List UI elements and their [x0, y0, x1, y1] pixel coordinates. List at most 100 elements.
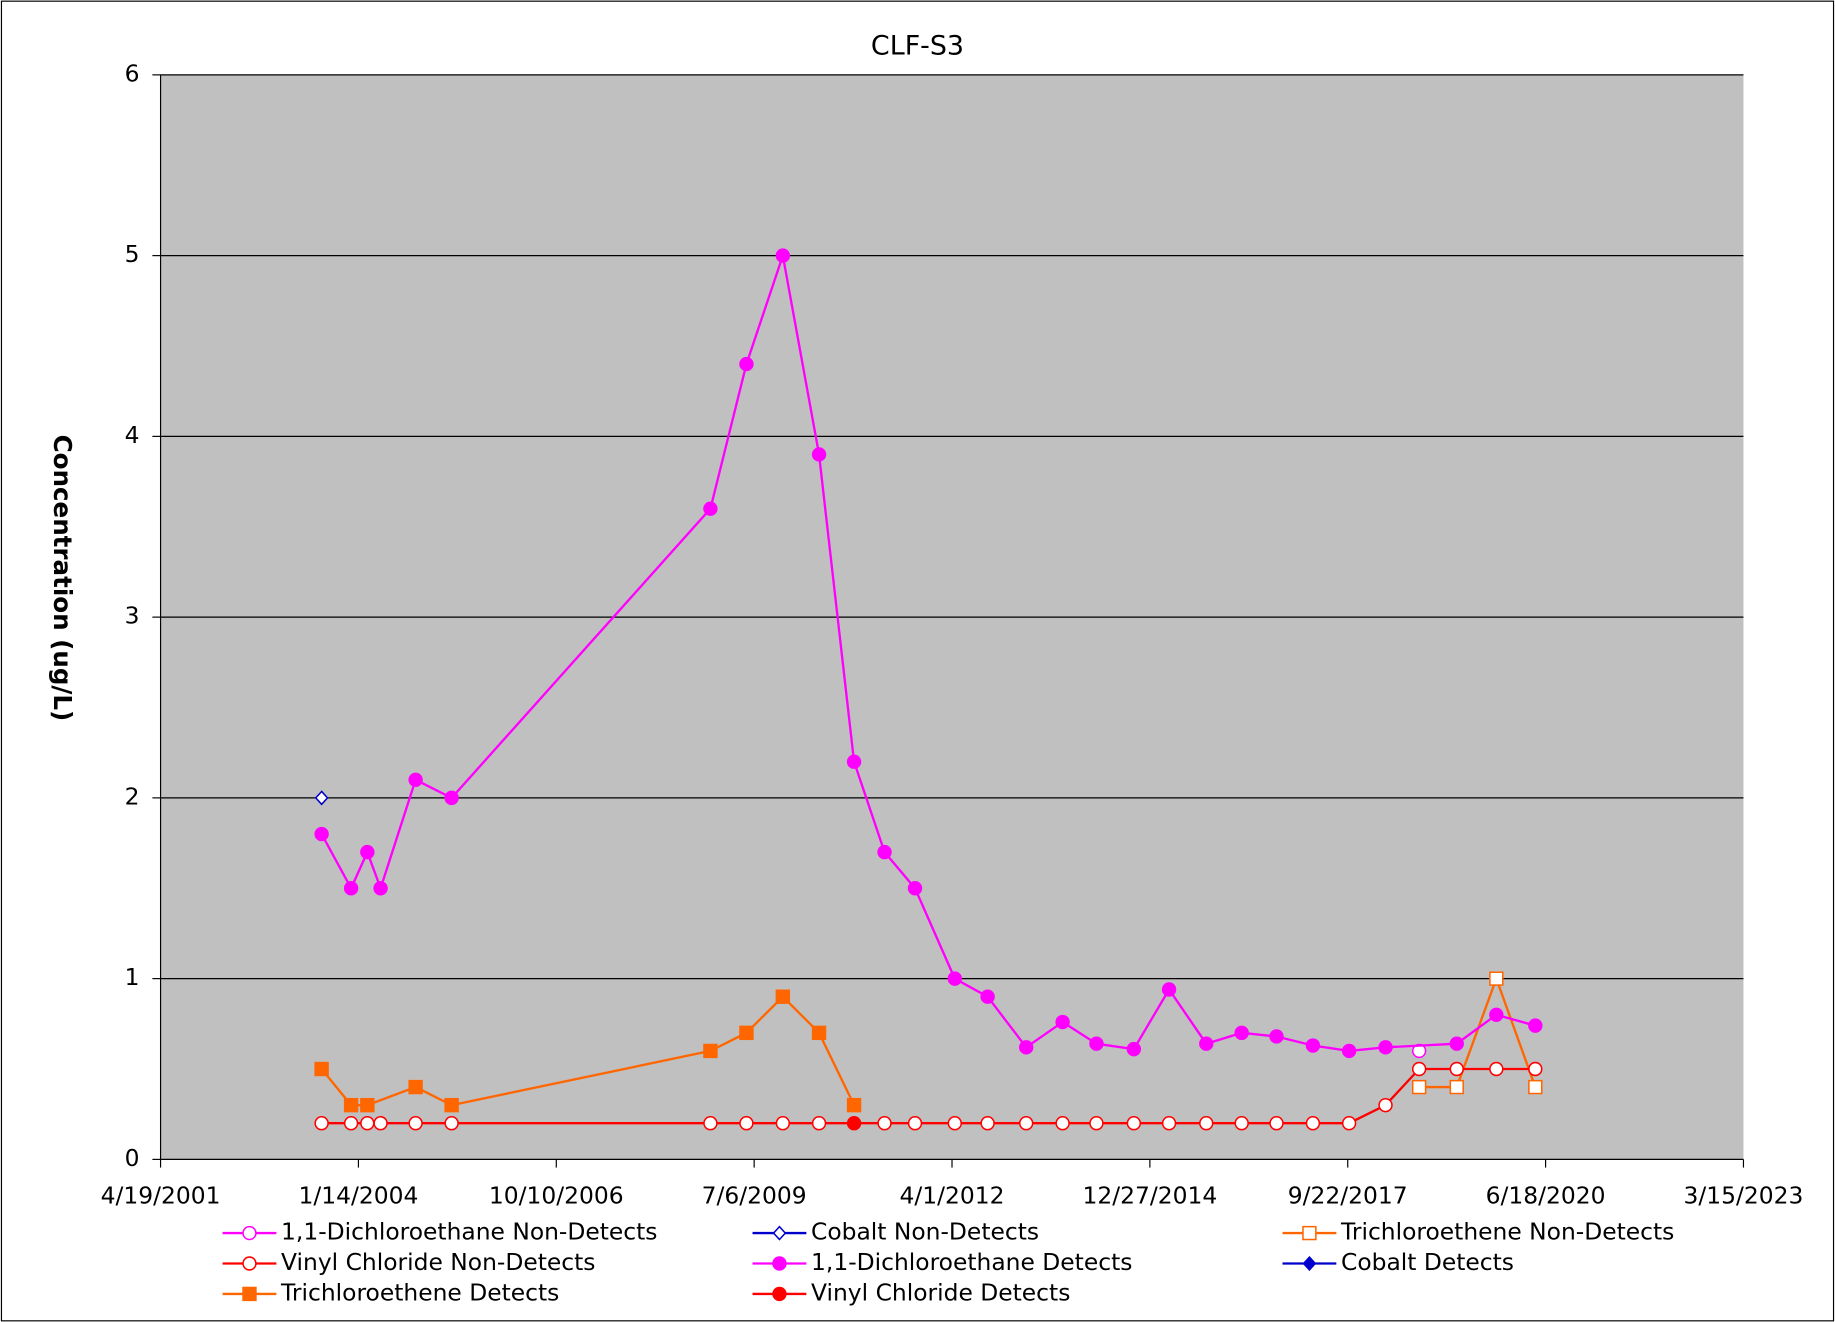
data-point: [811, 447, 827, 462]
x-tick-label: 7/6/2009: [702, 1181, 807, 1209]
data-point: [1411, 1079, 1427, 1095]
data-point: [877, 1116, 892, 1131]
data-point: [360, 844, 375, 860]
data-point: [314, 1116, 329, 1131]
x-tick-label: 6/18/2020: [1486, 1181, 1606, 1209]
data-point: [1528, 1079, 1543, 1095]
legend-label: Cobalt Non-Detects: [811, 1218, 1039, 1246]
data-point: [739, 1116, 754, 1131]
data-point: [444, 1116, 459, 1131]
data-point: [775, 989, 791, 1004]
data-point: [1019, 1040, 1034, 1055]
x-tick-label: 4/19/2001: [101, 1181, 221, 1209]
data-point: [775, 1116, 791, 1131]
data-point: [1489, 1061, 1504, 1077]
legend-marker: [242, 1225, 257, 1241]
y-tick-label: 6: [125, 59, 140, 87]
y-tick-label: 4: [125, 421, 140, 449]
y-tick-label: 5: [125, 240, 140, 268]
data-point: [1305, 1116, 1321, 1131]
x-tick-label: 9/22/2017: [1288, 1181, 1408, 1209]
data-point: [907, 881, 923, 896]
legend-marker: [772, 1256, 787, 1271]
x-tick-label: 3/15/2023: [1684, 1181, 1804, 1209]
legend-label: 1,1-Dichloroethane Detects: [811, 1248, 1132, 1276]
x-tick-label: 1/14/2004: [298, 1181, 418, 1209]
data-point: [1089, 1036, 1104, 1051]
data-point: [846, 1097, 862, 1113]
data-point: [408, 1116, 423, 1131]
data-point: [877, 844, 892, 860]
legend-marker: [772, 1225, 787, 1241]
data-point: [1378, 1040, 1393, 1055]
data-point: [1269, 1029, 1284, 1044]
data-point: [1234, 1116, 1249, 1131]
legend-marker: [1302, 1255, 1317, 1272]
data-point: [1161, 982, 1177, 997]
chart-title: CLF-S3: [871, 30, 964, 61]
data-point: [1269, 1116, 1284, 1131]
legend-marker: [1302, 1225, 1317, 1241]
data-point: [1055, 1116, 1070, 1131]
data-point: [343, 1116, 359, 1131]
data-point: [1234, 1025, 1249, 1041]
data-point: [1528, 1018, 1543, 1033]
data-point: [775, 248, 791, 263]
data-point: [1126, 1041, 1142, 1057]
data-point: [703, 1043, 718, 1059]
data-point: [444, 1097, 459, 1113]
data-point: [1055, 1014, 1070, 1030]
data-point: [1019, 1116, 1034, 1131]
series-line: [1419, 975, 1537, 1089]
data-point: [846, 754, 862, 769]
data-point: [1411, 1061, 1427, 1077]
data-point: [373, 1116, 388, 1131]
data-point: [314, 1061, 329, 1077]
data-point: [1528, 1061, 1543, 1077]
data-point: [360, 1116, 375, 1131]
legend-marker: [242, 1256, 257, 1271]
legend-label: Vinyl Chloride Detects: [811, 1278, 1070, 1306]
x-tick-label: 10/10/2006: [489, 1181, 624, 1209]
data-point: [314, 790, 329, 806]
legend-label: 1,1-Dichloroethane Non-Detects: [281, 1218, 657, 1246]
data-point: [1199, 1116, 1214, 1131]
data-point: [811, 1025, 827, 1041]
data-point: [1449, 1061, 1464, 1077]
data-point: [980, 1116, 995, 1131]
x-tick-label: 12/27/2014: [1083, 1181, 1218, 1209]
data-point: [703, 501, 718, 516]
legend-label: Vinyl Chloride Non-Detects: [281, 1248, 595, 1276]
legend-label: Trichloroethene Detects: [280, 1278, 559, 1306]
data-point: [1489, 971, 1504, 986]
y-tick-label: 3: [125, 602, 140, 630]
y-axis-label: Concentration (ug/L): [48, 435, 77, 722]
data-point: [343, 1097, 359, 1113]
data-point: [846, 1116, 862, 1131]
legend-marker: [242, 1286, 257, 1302]
data-point: [1341, 1116, 1357, 1131]
data-point: [947, 971, 962, 986]
data-point: [907, 1116, 923, 1131]
data-point: [980, 989, 995, 1004]
series-line: [320, 995, 856, 1107]
y-tick-label: 2: [125, 782, 140, 810]
data-point: [739, 356, 754, 372]
data-point: [703, 1116, 718, 1131]
data-point: [811, 1116, 827, 1131]
y-tick-label: 0: [125, 1144, 140, 1172]
legend-marker: [772, 1286, 787, 1302]
data-point: [444, 790, 459, 806]
data-point: [1089, 1116, 1104, 1131]
data-point: [1489, 1007, 1504, 1022]
data-point: [343, 881, 359, 896]
data-point: [1378, 1097, 1393, 1113]
data-point: [360, 1097, 375, 1113]
data-point: [947, 1116, 962, 1131]
data-point: [1126, 1116, 1142, 1131]
data-point: [408, 1079, 423, 1095]
legend-label: Trichloroethene Non-Detects: [1340, 1218, 1674, 1246]
data-point: [1305, 1038, 1321, 1053]
